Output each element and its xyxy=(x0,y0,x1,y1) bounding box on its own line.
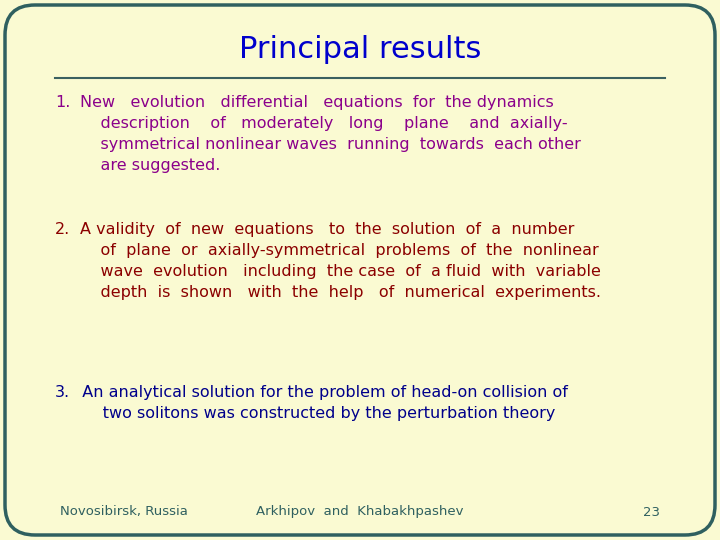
Text: An analytical solution for the problem of head-on collision of
      two soliton: An analytical solution for the problem o… xyxy=(72,385,568,421)
Text: 23: 23 xyxy=(643,505,660,518)
Text: Novosibirsk, Russia: Novosibirsk, Russia xyxy=(60,505,188,518)
Text: Principal results: Principal results xyxy=(239,36,481,64)
Text: A validity  of  new  equations   to  the  solution  of  a  number
    of  plane : A validity of new equations to the solut… xyxy=(80,222,601,300)
Text: 2.: 2. xyxy=(55,222,71,237)
Text: 3.: 3. xyxy=(55,385,70,400)
Text: 1.: 1. xyxy=(55,95,71,110)
Text: New   evolution   differential   equations  for  the dynamics
    description   : New evolution differential equations for… xyxy=(80,95,581,173)
Text: Arkhipov  and  Khabakhpashev: Arkhipov and Khabakhpashev xyxy=(256,505,464,518)
FancyBboxPatch shape xyxy=(5,5,715,535)
